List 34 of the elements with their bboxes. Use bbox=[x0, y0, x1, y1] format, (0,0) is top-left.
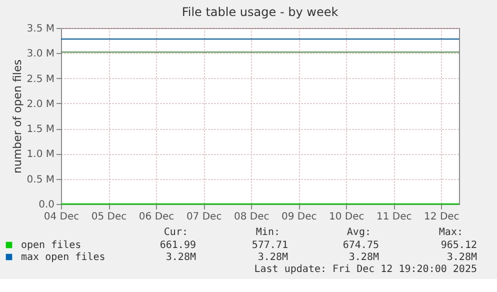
y-tick-label: 1.5 M bbox=[26, 124, 54, 136]
text: 965.12 bbox=[440, 240, 477, 251]
y-tick-label: 2.5 M bbox=[26, 74, 54, 85]
text: 674.75 bbox=[342, 240, 379, 251]
text: 3.28M bbox=[166, 252, 196, 263]
y-tick-label: 3.0 M bbox=[26, 48, 54, 60]
legend-label: max open files bbox=[21, 252, 106, 263]
text: 3.28M bbox=[348, 252, 379, 263]
y-tick-label: 1.0 M bbox=[26, 149, 54, 160]
y-tick-label: 0.5 M bbox=[26, 174, 54, 186]
text: Min: bbox=[256, 227, 280, 238]
text: 3.28M bbox=[258, 252, 288, 263]
y-tick-label: 2.0 M bbox=[26, 98, 54, 110]
x-tick-label: 12 Dec bbox=[424, 212, 460, 222]
text: 577.71 bbox=[252, 240, 288, 251]
x-tick-label: 04 Dec bbox=[44, 212, 80, 222]
chart-title: File table usage - by week bbox=[182, 5, 338, 19]
legend-label: open files bbox=[21, 240, 82, 251]
x-tick-label: 05 Dec bbox=[91, 212, 127, 222]
text: Cur: bbox=[164, 227, 188, 238]
text: Max: bbox=[438, 227, 463, 238]
x-tick-label: 08 Dec bbox=[234, 212, 270, 222]
y-tick-label: 0.0 bbox=[38, 200, 54, 210]
text: Avg: bbox=[346, 227, 371, 238]
x-tick-label: 07 Dec bbox=[186, 212, 222, 222]
text: 661.99 bbox=[160, 240, 196, 251]
x-tick-label: 10 Dec bbox=[329, 212, 364, 222]
y-axis-title: number of open files bbox=[10, 59, 24, 174]
x-tick-label: 09 Dec bbox=[281, 212, 317, 222]
text: Last update: Fri Dec 12 19:20:00 2025 bbox=[254, 264, 477, 275]
text: 3.28M bbox=[446, 252, 477, 263]
x-tick-label: 06 Dec bbox=[138, 212, 174, 222]
x-tick-label: 11 Dec bbox=[376, 212, 412, 222]
y-tick-label: 3.5 M bbox=[26, 24, 54, 34]
